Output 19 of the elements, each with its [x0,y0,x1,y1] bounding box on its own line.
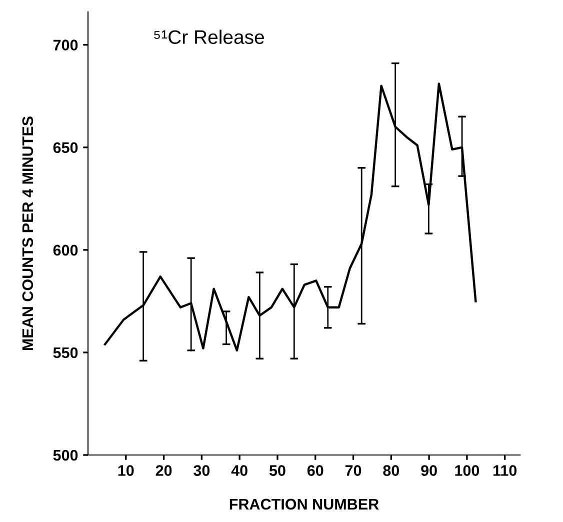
text: ⁵¹Cr Release [154,30,264,44]
y-tick-label: 650 [53,142,78,154]
x-tick-label: 70 [345,465,362,476]
x-tick-label: 90 [421,465,437,476]
y-axis-title: MEAN COUNTS PER 4 MINUTES [22,116,34,350]
x-tick-label: 20 [156,465,172,476]
x-tick-label: 40 [231,465,248,476]
x-tick-label: 100 [455,465,480,476]
y-tick-label: 550 [53,347,78,358]
x-tick-label: 10 [118,465,134,476]
x-tick-label: 80 [383,465,400,476]
x-tick-label: 110 [493,465,517,476]
x-axis-title: FRACTION NUMBER [230,498,379,510]
y-tick-label: 700 [53,40,78,50]
x-tick-label: 50 [269,465,286,476]
y-tick-label: 600 [53,244,78,256]
y-tick-label: 500 [53,450,78,461]
x-tick-label: 30 [194,465,210,476]
x-tick-label: 60 [307,465,324,476]
